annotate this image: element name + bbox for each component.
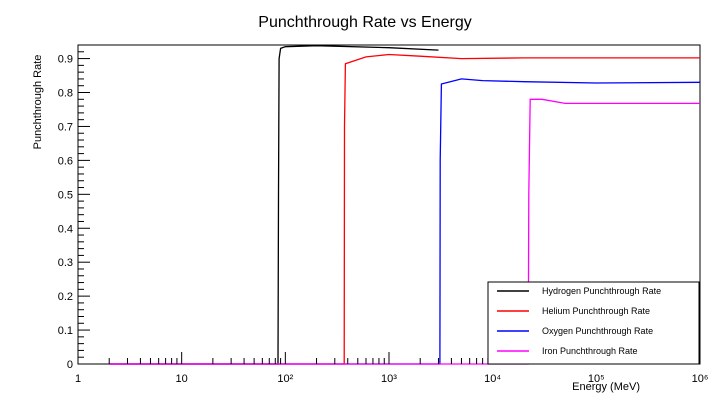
y-tick-label: 0.8 (58, 88, 73, 100)
x-tick-label: 1 (75, 373, 81, 385)
y-tick-label: 0.3 (58, 257, 73, 269)
x-tick-label: 10⁶ (692, 373, 709, 385)
legend-label-hydrogen: Hydrogen Punchthrough Rate (542, 286, 661, 296)
y-tick-label: 0.5 (58, 189, 73, 201)
x-axis-title: Energy (MeV) (572, 381, 640, 393)
legend-label-iron: Iron Punchthrough Rate (542, 346, 638, 356)
series-line-hydrogen (109, 45, 439, 365)
x-tick-label: 10² (277, 373, 293, 385)
y-tick-label: 0 (67, 359, 73, 371)
y-tick-label: 0.1 (58, 325, 73, 337)
legend: Hydrogen Punchthrough Rate Helium Punchth… (487, 281, 700, 365)
legend-label-helium: Helium Punchthrough Rate (542, 306, 650, 316)
chart-title: Punchthrough Rate vs Energy (258, 14, 471, 31)
x-tick-label: 10⁵ (588, 373, 605, 385)
x-tick-label: 10⁴ (484, 373, 501, 385)
y-tick-label: 0.9 (58, 54, 73, 66)
series-line-oxygen (109, 78, 701, 365)
x-tick-label: 10 (176, 373, 188, 385)
y-tick-label: 0.7 (58, 121, 73, 133)
y-tick-label: 0.6 (58, 155, 73, 167)
y-tick-label: 0.4 (58, 223, 73, 235)
legend-label-oxygen: Oxygen Punchthrough Rate (542, 326, 653, 336)
series-line-helium (109, 53, 700, 365)
y-axis-title: Punchthrough Rate (32, 55, 44, 150)
y-tick-label: 0.2 (58, 291, 73, 303)
x-tick-label: 10³ (381, 373, 397, 385)
